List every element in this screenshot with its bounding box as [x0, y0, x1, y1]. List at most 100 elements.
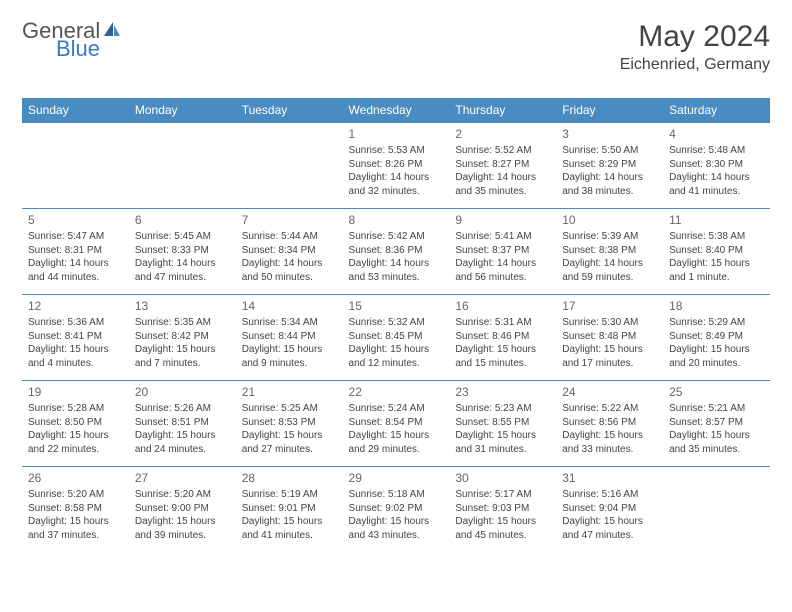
calendar-row: 26Sunrise: 5:20 AMSunset: 8:58 PMDayligh… — [22, 467, 770, 553]
calendar-row: 5Sunrise: 5:47 AMSunset: 8:31 PMDaylight… — [22, 209, 770, 295]
daylight-line: Daylight: 14 hours and 59 minutes. — [562, 257, 657, 284]
day-number: 15 — [349, 298, 444, 314]
brand-logo: GeneralBlue — [22, 20, 122, 60]
daylight-line: Daylight: 15 hours and 29 minutes. — [349, 429, 444, 456]
sunrise-line: Sunrise: 5:50 AM — [562, 144, 657, 158]
daylight-line: Daylight: 15 hours and 39 minutes. — [135, 515, 230, 542]
sunset-line: Sunset: 8:56 PM — [562, 416, 657, 430]
day-number: 18 — [669, 298, 764, 314]
day-cell: 25Sunrise: 5:21 AMSunset: 8:57 PMDayligh… — [663, 381, 770, 467]
day-number: 26 — [28, 470, 123, 486]
calendar-table: SundayMondayTuesdayWednesdayThursdayFrid… — [22, 98, 770, 553]
day-number: 6 — [135, 212, 230, 228]
day-cell: 18Sunrise: 5:29 AMSunset: 8:49 PMDayligh… — [663, 295, 770, 381]
day-cell: 16Sunrise: 5:31 AMSunset: 8:46 PMDayligh… — [449, 295, 556, 381]
day-cell: 22 Sunrise: 5:24 AMSunset: 8:54 PMDayligh… — [343, 381, 450, 467]
day-number: 11 — [669, 212, 764, 228]
day-number: 14 — [242, 298, 337, 314]
sunset-line: Sunset: 9:02 PM — [349, 502, 444, 516]
sunset-line: Sunset: 8:29 PM — [562, 158, 657, 172]
day-cell: 17Sunrise: 5:30 AMSunset: 8:48 PMDayligh… — [556, 295, 663, 381]
sunrise-line: Sunrise: 5:17 AM — [455, 488, 550, 502]
day-number: 22 — [349, 384, 444, 400]
sunrise-line: Sunrise: 5:45 AM — [135, 230, 230, 244]
weekday-header: Friday — [556, 98, 663, 123]
day-cell: 29Sunrise: 5:18 AMSunset: 9:02 PMDayligh… — [343, 467, 450, 553]
sunrise-line: Sunrise: 5:20 AM — [135, 488, 230, 502]
daylight-line: Daylight: 15 hours and 20 minutes. — [669, 343, 764, 370]
day-cell: 24Sunrise: 5:22 AMSunset: 8:56 PMDayligh… — [556, 381, 663, 467]
daylight-line: Daylight: 15 hours and 45 minutes. — [455, 515, 550, 542]
daylight-line: Daylight: 15 hours and 12 minutes. — [349, 343, 444, 370]
daylight-line: Daylight: 15 hours and 31 minutes. — [455, 429, 550, 456]
sunrise-line: Sunrise: 5:48 AM — [669, 144, 764, 158]
calendar-row: 1Sunrise: 5:53 AMSunset: 8:26 PMDaylight… — [22, 123, 770, 209]
sunrise-line: Sunrise: 5:28 AM — [28, 402, 123, 416]
daylight-line: Daylight: 15 hours and 7 minutes. — [135, 343, 230, 370]
weekday-header: Saturday — [663, 98, 770, 123]
daylight-line: Daylight: 15 hours and 1 minute. — [669, 257, 764, 284]
daylight-line: Daylight: 14 hours and 44 minutes. — [28, 257, 123, 284]
sunset-line: Sunset: 8:54 PM — [349, 416, 444, 430]
sunrise-line: Sunrise: 5:19 AM — [242, 488, 337, 502]
sunrise-line: Sunrise: 5:53 AM — [349, 144, 444, 158]
day-number: 5 — [28, 212, 123, 228]
day-cell: 7Sunrise: 5:44 AMSunset: 8:34 PMDaylight… — [236, 209, 343, 295]
day-cell: 19Sunrise: 5:28 AMSunset: 8:50 PMDayligh… — [22, 381, 129, 467]
sunrise-line: Sunrise: 5:34 AM — [242, 316, 337, 330]
day-cell: 30Sunrise: 5:17 AMSunset: 9:03 PMDayligh… — [449, 467, 556, 553]
daylight-line: Daylight: 15 hours and 9 minutes. — [242, 343, 337, 370]
sunrise-line: Sunrise: 5:16 AM — [562, 488, 657, 502]
day-cell: 23Sunrise: 5:23 AMSunset: 8:55 PMDayligh… — [449, 381, 556, 467]
sunrise-line: Sunrise: 5:30 AM — [562, 316, 657, 330]
sunrise-line: Sunrise: 5:38 AM — [669, 230, 764, 244]
sunrise-line: Sunrise: 5:47 AM — [28, 230, 123, 244]
daylight-line: Daylight: 14 hours and 41 minutes. — [669, 171, 764, 198]
day-number: 13 — [135, 298, 230, 314]
daylight-line: Daylight: 15 hours and 4 minutes. — [28, 343, 123, 370]
sunrise-line: Sunrise: 5:24 AM — [349, 402, 444, 416]
day-cell: 11 Sunrise: 5:38 AMSunset: 8:40 PMDayligh… — [663, 209, 770, 295]
empty-cell — [236, 123, 343, 209]
sunrise-line: Sunrise: 5:26 AM — [135, 402, 230, 416]
day-number: 7 — [242, 212, 337, 228]
sunset-line: Sunset: 8:42 PM — [135, 330, 230, 344]
sunrise-line: Sunrise: 5:35 AM — [135, 316, 230, 330]
weekday-header: Tuesday — [236, 98, 343, 123]
day-number: 9 — [455, 212, 550, 228]
sunset-line: Sunset: 8:31 PM — [28, 244, 123, 258]
sunset-line: Sunset: 8:27 PM — [455, 158, 550, 172]
day-number: 12 — [28, 298, 123, 314]
sunset-line: Sunset: 8:53 PM — [242, 416, 337, 430]
sunset-line: Sunset: 8:38 PM — [562, 244, 657, 258]
sunset-line: Sunset: 8:37 PM — [455, 244, 550, 258]
daylight-line: Daylight: 15 hours and 37 minutes. — [28, 515, 123, 542]
calendar-row: 12Sunrise: 5:36 AMSunset: 8:41 PMDayligh… — [22, 295, 770, 381]
brand-text-blue: Blue — [56, 38, 122, 60]
day-cell: 15Sunrise: 5:32 AMSunset: 8:45 PMDayligh… — [343, 295, 450, 381]
day-number: 25 — [669, 384, 764, 400]
daylight-line: Daylight: 15 hours and 24 minutes. — [135, 429, 230, 456]
month-title: May 2024 — [620, 20, 770, 54]
sunset-line: Sunset: 9:00 PM — [135, 502, 230, 516]
day-cell: 9Sunrise: 5:41 AMSunset: 8:37 PMDaylight… — [449, 209, 556, 295]
sunrise-line: Sunrise: 5:32 AM — [349, 316, 444, 330]
daylight-line: Daylight: 15 hours and 15 minutes. — [455, 343, 550, 370]
daylight-line: Daylight: 15 hours and 47 minutes. — [562, 515, 657, 542]
daylight-line: Daylight: 15 hours and 27 minutes. — [242, 429, 337, 456]
sunset-line: Sunset: 8:40 PM — [669, 244, 764, 258]
daylight-line: Daylight: 15 hours and 22 minutes. — [28, 429, 123, 456]
sunset-line: Sunset: 8:26 PM — [349, 158, 444, 172]
sunrise-line: Sunrise: 5:20 AM — [28, 488, 123, 502]
daylight-line: Daylight: 15 hours and 33 minutes. — [562, 429, 657, 456]
day-cell: 31Sunrise: 5:16 AMSunset: 9:04 PMDayligh… — [556, 467, 663, 553]
empty-cell — [129, 123, 236, 209]
weekday-header-row: SundayMondayTuesdayWednesdayThursdayFrid… — [22, 98, 770, 123]
sunrise-line: Sunrise: 5:42 AM — [349, 230, 444, 244]
day-cell: 20Sunrise: 5:26 AMSunset: 8:51 PMDayligh… — [129, 381, 236, 467]
day-cell: 28Sunrise: 5:19 AMSunset: 9:01 PMDayligh… — [236, 467, 343, 553]
weekday-header: Monday — [129, 98, 236, 123]
day-number: 2 — [455, 126, 550, 142]
empty-cell — [663, 467, 770, 553]
daylight-line: Daylight: 14 hours and 53 minutes. — [349, 257, 444, 284]
